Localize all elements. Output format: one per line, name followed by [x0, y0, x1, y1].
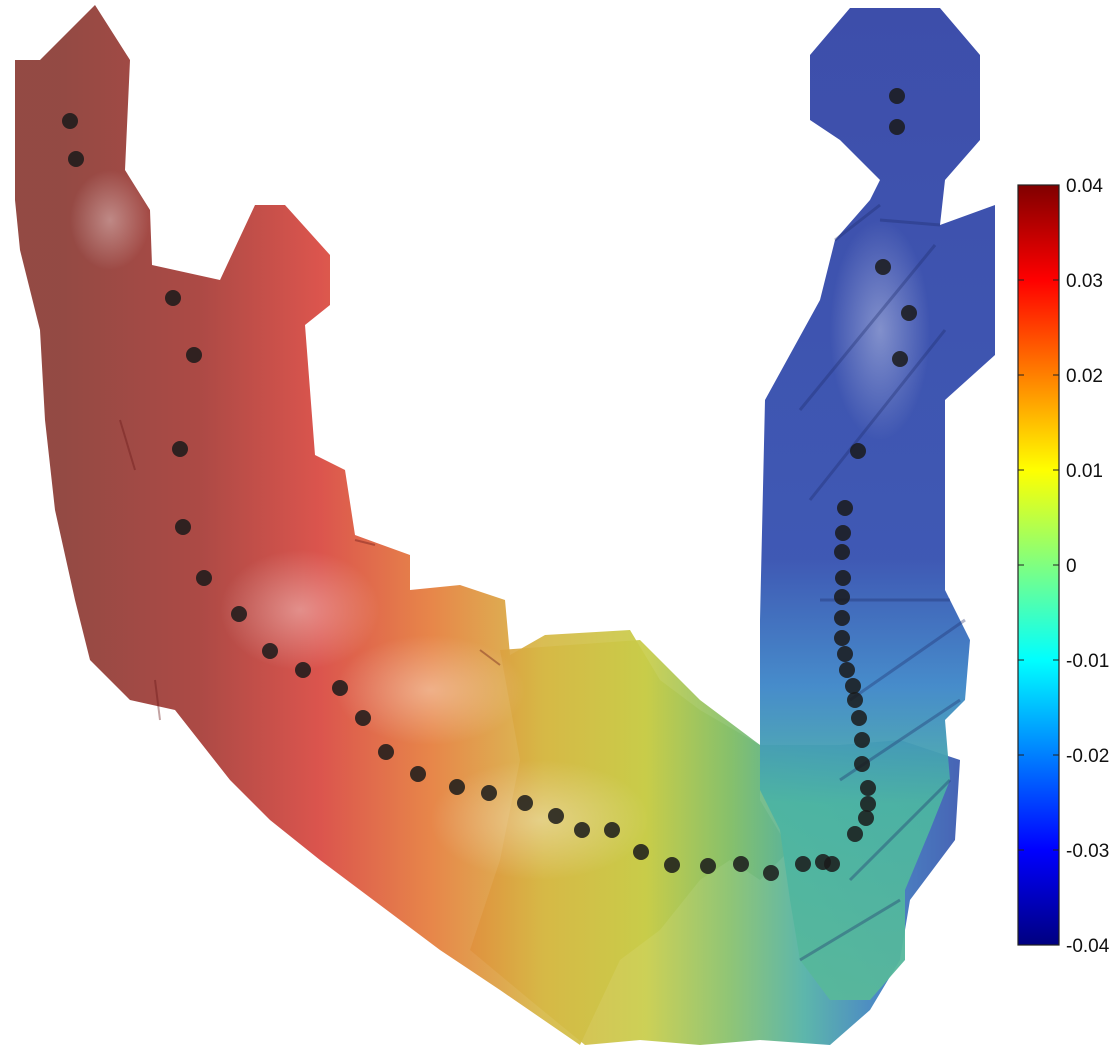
surface-highlight: [335, 635, 525, 745]
data-point-marker: [733, 856, 749, 872]
colorbar-tick-label: -0.04: [1066, 936, 1110, 957]
data-point-marker: [858, 810, 874, 826]
data-point-marker: [262, 643, 278, 659]
data-point-marker: [410, 766, 426, 782]
data-point-marker: [889, 88, 905, 104]
data-point-marker: [834, 589, 850, 605]
colorbar-tick-label: 0.04: [1066, 176, 1103, 197]
data-point-marker: [892, 351, 908, 367]
data-point-marker: [664, 857, 680, 873]
colorbar-tick-label: 0: [1066, 556, 1077, 577]
surface-plot: [15, 5, 995, 1045]
marker-series: [62, 88, 917, 881]
data-point-marker: [854, 756, 870, 772]
data-point-marker: [875, 259, 891, 275]
data-point-marker: [847, 692, 863, 708]
colorbar-tick-label: 0.03: [1066, 271, 1103, 292]
data-point-marker: [481, 785, 497, 801]
data-point-marker: [854, 732, 870, 748]
surface-facet-edges: [119, 419, 501, 721]
data-point-marker: [68, 151, 84, 167]
data-point-marker: [845, 678, 861, 694]
data-point-marker: [763, 865, 779, 881]
data-point-marker: [837, 646, 853, 662]
data-point-marker: [839, 662, 855, 678]
data-point-marker: [62, 113, 78, 129]
colorbar-tick-label: -0.03: [1066, 841, 1109, 862]
data-point-marker: [860, 796, 876, 812]
data-point-marker: [700, 858, 716, 874]
data-point-marker: [834, 630, 850, 646]
data-point-marker: [835, 570, 851, 586]
data-point-marker: [847, 826, 863, 842]
colorbar-ticks: 0.04 0.03 0.02 0.01 0 -0.01 -0.02 -0.03 -0.04: [1018, 176, 1110, 957]
data-point-marker: [851, 710, 867, 726]
data-point-marker: [172, 441, 188, 457]
data-point-marker: [824, 856, 840, 872]
data-point-marker: [449, 779, 465, 795]
colorbar-tick-label: -0.02: [1066, 746, 1109, 767]
data-point-marker: [604, 822, 620, 838]
data-point-marker: [834, 544, 850, 560]
data-point-marker: [165, 290, 181, 306]
colorbar-tick-label: -0.01: [1066, 651, 1109, 672]
data-point-marker: [633, 844, 649, 860]
data-point-marker: [332, 680, 348, 696]
data-point-marker: [889, 119, 905, 135]
data-point-marker: [517, 795, 533, 811]
data-point-marker: [834, 610, 850, 626]
data-point-marker: [231, 606, 247, 622]
data-point-marker: [901, 305, 917, 321]
data-point-marker: [850, 443, 866, 459]
data-point-marker: [196, 570, 212, 586]
colorbar-tick-label: 0.01: [1066, 461, 1103, 482]
colorbar-tick-label: 0.02: [1066, 366, 1103, 387]
data-point-marker: [548, 808, 564, 824]
surface-facet-edges: [798, 203, 966, 962]
data-point-marker: [795, 856, 811, 872]
right-arm-surface: [760, 8, 995, 1000]
surface-highlight: [830, 220, 930, 440]
data-point-marker: [175, 519, 191, 535]
surface-highlight: [70, 170, 150, 270]
data-point-marker: [378, 744, 394, 760]
data-point-marker: [186, 347, 202, 363]
data-point-marker: [837, 500, 853, 516]
data-point-marker: [295, 662, 311, 678]
data-point-marker: [355, 710, 371, 726]
colorbar: 0.04 0.03 0.02 0.01 0 -0.01 -0.02 -0.03 -0.04: [1017, 176, 1110, 957]
data-point-marker: [574, 822, 590, 838]
surface-highlight: [220, 550, 380, 670]
data-point-marker: [835, 525, 851, 541]
data-point-marker: [860, 780, 876, 796]
surface-highlight: [430, 760, 650, 880]
colorbar-ramp: [1017, 184, 1060, 946]
